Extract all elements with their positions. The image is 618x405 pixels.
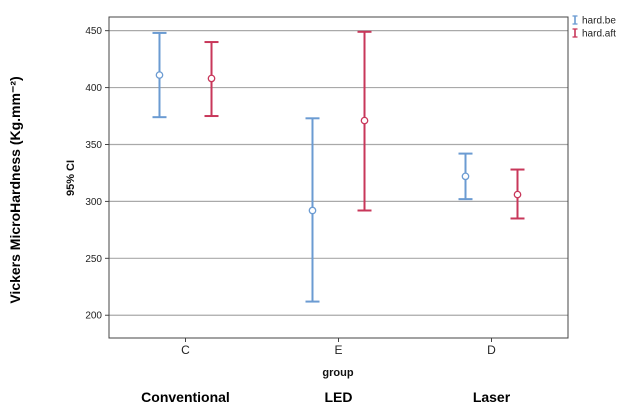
legend-label: hard.aft xyxy=(582,29,616,40)
mean-point xyxy=(207,74,216,83)
y-tick-label: 200 xyxy=(85,311,102,322)
outer-y-axis-label: Vickers MicroHardness (Kg.mm⁻²) xyxy=(7,76,23,303)
y-tick-labels: 200 250 300 350 400 450 xyxy=(85,26,109,322)
y-tick-label: 400 xyxy=(85,83,102,94)
y-tick-label: 450 xyxy=(85,26,102,37)
y-tick-label: 350 xyxy=(85,140,102,151)
legend: hard.be hard.aft xyxy=(572,15,616,40)
x-axis-title: group xyxy=(322,367,353,379)
y-tick-label: 300 xyxy=(85,197,102,208)
mean-point xyxy=(461,172,470,181)
mean-point xyxy=(155,71,164,79)
group-name-label: Conventional xyxy=(141,389,230,405)
y-axis-title: 95% CI xyxy=(65,160,77,196)
mean-point xyxy=(360,116,369,125)
legend-label: hard.be xyxy=(582,16,616,27)
plot-frame xyxy=(108,16,569,339)
mean-point xyxy=(308,206,317,215)
x-tick-label: C xyxy=(181,343,190,357)
x-tick-label: D xyxy=(487,343,496,357)
mean-point xyxy=(513,190,522,199)
group-names: Conventional LED Laser xyxy=(141,389,511,405)
error-bars xyxy=(152,30,525,303)
group-name-label: LED xyxy=(325,389,353,405)
x-tick-label: E xyxy=(334,343,342,357)
y-tick-label: 250 xyxy=(85,254,102,265)
group-name-label: Laser xyxy=(473,389,511,405)
series-hard.aft xyxy=(204,30,525,220)
series-hard.be xyxy=(152,31,473,303)
gridlines xyxy=(109,30,568,316)
